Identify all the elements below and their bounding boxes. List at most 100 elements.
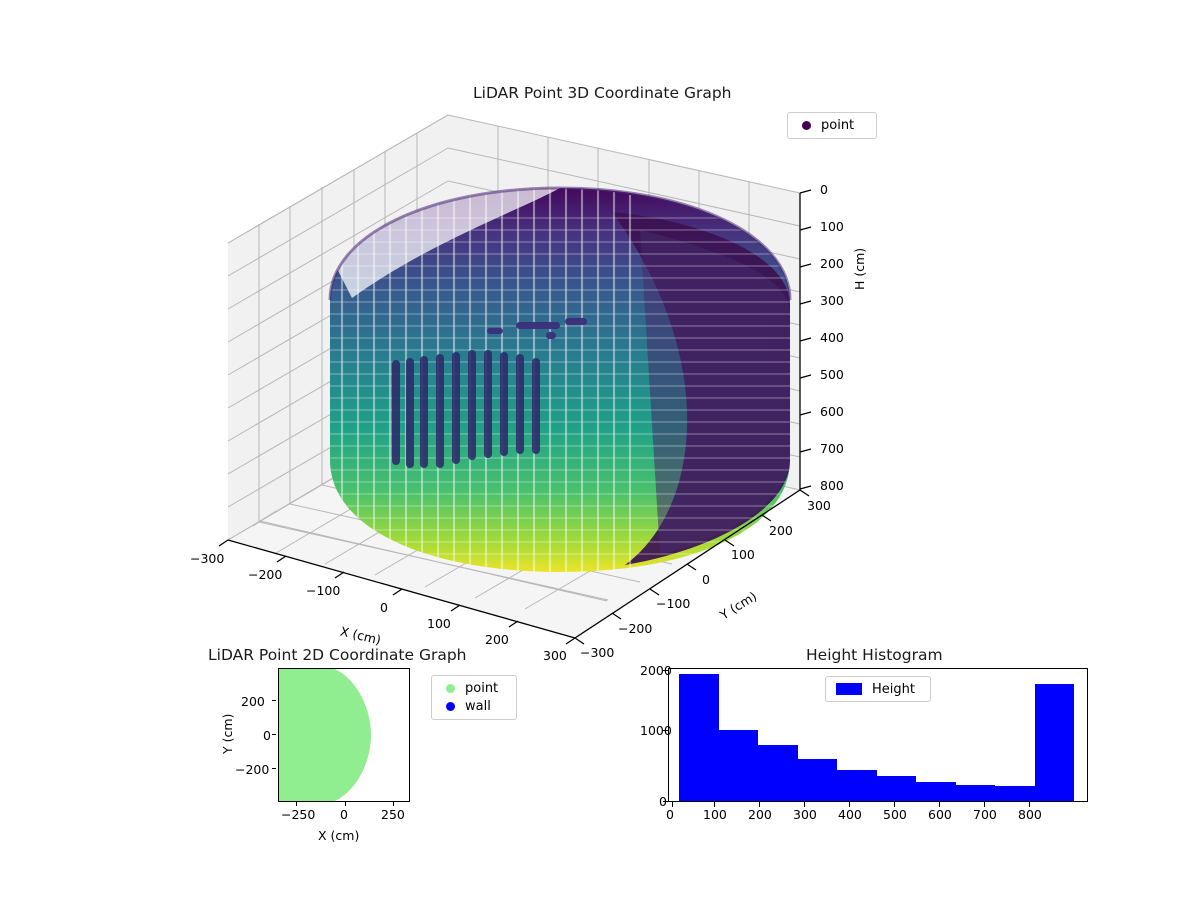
legend-item-point[interactable]: point: [440, 680, 508, 698]
hist-y-tick-0: 0: [659, 794, 667, 809]
x-tick-200: 200: [485, 632, 509, 647]
hist-xtickmark-3: [804, 802, 805, 807]
plot2d-xtickmark-3: [393, 802, 394, 806]
point-marker-icon: [446, 684, 455, 694]
histogram-title: Height Histogram: [806, 646, 943, 664]
height-swatch-icon: [836, 683, 862, 695]
point-marker-icon: [802, 121, 811, 130]
y-tick-300: 300: [807, 498, 831, 513]
y-tick-200: 200: [769, 523, 793, 538]
x-tick--300: −300: [190, 551, 225, 566]
histogram-bar: [955, 785, 996, 801]
plot2d-x-tick-250: 250: [381, 807, 405, 822]
hist-y-tick-1000: 1000: [640, 723, 672, 738]
plot2d-ytickmark-1: [272, 700, 276, 701]
plot2d-x-tick--250: −250: [281, 807, 316, 822]
hist-xtickmark-2: [759, 802, 760, 807]
histogram-bar: [837, 769, 877, 801]
hist-x-tick-700: 700: [973, 807, 997, 822]
lidar-2d-axes[interactable]: [278, 668, 410, 802]
z-tick-500: 500: [820, 367, 844, 382]
height-histogram-axes[interactable]: [668, 668, 1088, 802]
hist-x-tick-600: 600: [928, 807, 952, 822]
y-tick-100: 100: [731, 547, 755, 562]
histogram-bar: [758, 744, 798, 801]
point-cloud-3d: [328, 186, 792, 572]
z-tick-100: 100: [820, 219, 844, 234]
lidar-3d-canvas: [218, 114, 812, 645]
plot2d-xtickmark-2: [345, 802, 346, 806]
z-tick-0: 0: [820, 182, 828, 197]
z-tick-600: 600: [820, 404, 844, 419]
plot2d-ylabel: Y (cm): [220, 713, 235, 754]
histogram-bar: [797, 759, 838, 801]
plot3d-zlabel: H (cm): [852, 247, 867, 290]
z-tick-300: 300: [820, 293, 844, 308]
y-tick--300: −300: [580, 645, 615, 660]
legend-label-height: Height: [872, 681, 915, 697]
hist-x-tick-400: 400: [838, 807, 862, 822]
hist-xtickmark-5: [894, 802, 895, 807]
z-tick-700: 700: [820, 441, 844, 456]
legend-item-point[interactable]: point: [796, 117, 868, 134]
legend-label-wall: wall: [465, 698, 491, 714]
histogram-bar: [679, 673, 719, 801]
hist-x-tick-200: 200: [748, 807, 772, 822]
x-tick-100: 100: [427, 616, 451, 631]
plot3d-legend[interactable]: point: [787, 112, 877, 139]
histogram-bars: [669, 669, 1087, 801]
hist-ytickmark-3: [663, 801, 668, 802]
plot2d-ytickmark-2: [272, 734, 276, 735]
x-tick-300: 300: [543, 648, 567, 663]
lidar-3d-axes[interactable]: LiDAR Point 3D Coordinate Graph point −3…: [0, 60, 1200, 663]
wall-marker-icon: [446, 701, 455, 711]
plot2d-y-tick-200: 200: [241, 694, 265, 709]
plot2d-ytickmark-3: [272, 768, 276, 769]
hist-x-tick-500: 500: [883, 807, 907, 822]
histogram-bar: [718, 729, 759, 801]
plot2d-legend[interactable]: point wall: [431, 675, 517, 720]
plot2d-xlabel: X (cm): [318, 828, 360, 843]
histogram-bar: [916, 781, 956, 801]
y-axis-ticks: [574, 489, 810, 645]
plot2d-xtickmark-1: [296, 802, 297, 806]
z-axis-ticks: [799, 189, 812, 490]
hist-ytickmark-2: [663, 730, 668, 731]
hist-xtickmark-6: [939, 802, 940, 807]
hist-xtickmark-0: [672, 802, 673, 807]
histogram-bar: [1034, 684, 1074, 801]
plot2d-x-tick-0: 0: [340, 807, 348, 822]
z-tick-400: 400: [820, 330, 844, 345]
hist-x-tick-100: 100: [703, 807, 727, 822]
histogram-legend[interactable]: Height: [825, 676, 931, 702]
hist-xtickmark-7: [984, 802, 985, 807]
z-tick-200: 200: [820, 256, 844, 271]
y-tick--200: −200: [618, 621, 653, 636]
plot2d-y-tick-0: 0: [263, 728, 271, 743]
plot2d-title: LiDAR Point 2D Coordinate Graph: [208, 646, 467, 664]
histogram-bar: [876, 776, 917, 801]
legend-item-wall[interactable]: wall: [440, 698, 508, 716]
legend-item-height[interactable]: Height: [834, 681, 922, 697]
hist-xtickmark-4: [849, 802, 850, 807]
x-tick-0: 0: [380, 600, 388, 615]
x-axis-ticks: [218, 539, 576, 645]
hist-y-tick-2000: 2000: [640, 663, 672, 678]
hist-x-tick-300: 300: [793, 807, 817, 822]
hist-x-tick-800: 800: [1018, 807, 1042, 822]
x-tick--200: −200: [248, 567, 283, 582]
point-cloud-2d: [279, 669, 371, 801]
y-tick-0: 0: [702, 572, 710, 587]
x-tick--100: −100: [306, 583, 341, 598]
z-tick-800: 800: [820, 478, 844, 493]
plot2d-y-tick--200: −200: [235, 762, 270, 777]
hist-xtickmark-1: [714, 802, 715, 807]
hist-ytickmark-1: [663, 670, 668, 671]
legend-label-point: point: [821, 118, 855, 133]
hist-xtickmark-8: [1029, 802, 1030, 807]
plot3d-title: LiDAR Point 3D Coordinate Graph: [473, 84, 732, 102]
legend-label-point: point: [465, 681, 499, 697]
histogram-bar: [995, 785, 1035, 801]
hist-x-tick-0: 0: [666, 807, 674, 822]
